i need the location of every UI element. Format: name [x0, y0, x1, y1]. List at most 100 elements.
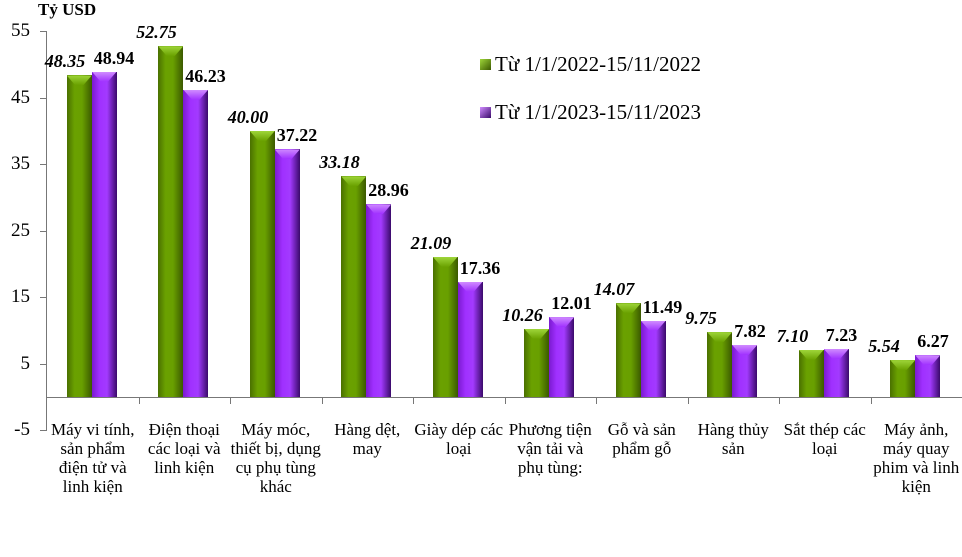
y-tick-mark [40, 297, 47, 299]
bar-bevel [91, 71, 117, 82]
bar-bevel [890, 360, 916, 371]
legend-swatch-icon [480, 107, 491, 118]
bar-2022 [890, 360, 916, 397]
legend-swatch-icon [480, 59, 491, 70]
y-tick-mark [40, 363, 47, 365]
bar-2023 [549, 317, 575, 397]
legend-label: Từ 1/1/2022-15/11/2022 [495, 52, 702, 76]
bar-bevel [457, 281, 483, 292]
data-value-label: 40.00 [227, 107, 269, 127]
bar-2023 [457, 281, 483, 397]
x-category-label: Máy móc, thiết bị, dụng cụ phụ tùng khác [230, 420, 321, 496]
x-axis-line [46, 397, 962, 398]
x-tick-mark [504, 397, 506, 404]
bar-bevel [66, 75, 92, 86]
data-value-label: 52.75 [136, 22, 177, 43]
data-value-label: 9.75 [685, 308, 717, 329]
x-category-label: Gỗ và sản phẩm gỗ [607, 420, 676, 458]
x-category-label: Phương tiện vận tải và phụ tùng: [508, 420, 592, 477]
bar-bevel [915, 355, 941, 366]
x-tick-mark [413, 397, 414, 404]
bar-2022 [432, 256, 458, 397]
bar-bevel [732, 344, 758, 355]
data-value-label: 14.07 [593, 279, 635, 300]
bar-bevel [249, 131, 275, 141]
bar-bevel [432, 256, 458, 267]
bar-2022 [524, 328, 550, 397]
data-value-label: 17.36 [459, 257, 501, 278]
y-tick-mark [40, 97, 47, 99]
bar-2023 [274, 149, 300, 397]
x-tick-mark [779, 397, 780, 404]
bar-2022 [707, 332, 733, 397]
bar-2022 [249, 131, 275, 397]
bar-2022 [158, 46, 184, 397]
y-tick-mark [40, 31, 47, 33]
data-value-label: 10.26 [502, 304, 543, 325]
y-tick-label: 15 [11, 286, 30, 308]
data-value-label: 33.18 [319, 152, 360, 173]
y-tick-mark [40, 164, 47, 166]
bar-bevel [798, 349, 824, 360]
bar-2023 [366, 204, 392, 397]
data-value-label: 48.94 [93, 47, 135, 68]
x-tick-mark [870, 397, 872, 404]
data-value-label: 7.10 [776, 325, 809, 346]
data-value-label: 7.23 [825, 324, 858, 345]
legend-label: Từ 1/1/2023-15/11/2023 [495, 100, 702, 124]
y-tick-label: 5 [20, 352, 31, 374]
data-value-label: 28.96 [368, 180, 409, 201]
data-value-label: 21.09 [410, 232, 452, 253]
x-tick-mark [687, 397, 689, 404]
data-value-label: 6.27 [917, 331, 949, 352]
bar-2022 [341, 176, 367, 397]
bar-bevel [823, 348, 849, 359]
bar-bevel [158, 46, 184, 57]
data-value-label: 48.35 [44, 51, 86, 72]
bar-2023 [183, 89, 209, 397]
x-category-label: Giày dép các loại [414, 420, 504, 458]
y-tick-label: 45 [11, 86, 30, 108]
data-value-label: 5.54 [868, 336, 900, 357]
bar-2022 [798, 349, 824, 397]
x-tick-mark [138, 397, 140, 404]
data-value-label: 11.49 [642, 296, 683, 317]
data-value-label: 12.01 [551, 293, 592, 314]
bar-2023 [915, 355, 941, 397]
x-tick-mark [321, 397, 323, 404]
y-tick-mark [40, 230, 47, 232]
bar-bevel [707, 332, 733, 343]
y-tick-label: 25 [11, 219, 30, 241]
y-tick-mark [40, 430, 47, 432]
data-value-label: 37.22 [276, 125, 318, 146]
legend-item-2023: Từ 1/1/2023-15/11/2023 [480, 98, 701, 127]
y-tick-label: -5 [14, 419, 30, 441]
bar-2022 [66, 75, 92, 397]
bar-bevel [341, 176, 367, 187]
data-value-label: 46.23 [185, 65, 226, 86]
y-axis-unit-label: Tỷ USD [38, 0, 97, 19]
bar-bevel [640, 320, 666, 331]
bar-2022 [615, 303, 641, 397]
x-category-label: Máy ảnh, máy quay phim và linh kiện [873, 420, 960, 496]
x-category-label: Máy vi tính, sản phẩm điện tử và linh ki… [50, 420, 135, 496]
data-value-label: 7.82 [734, 320, 766, 341]
x-category-label: Sắt thép các loại [783, 420, 866, 458]
bar-2023 [640, 320, 666, 397]
legend: Từ 1/1/2022-15/11/2022 Từ 1/1/2023-15/11… [480, 50, 701, 146]
bar-2023 [91, 71, 117, 397]
x-tick-mark [230, 397, 231, 404]
bar-bevel [524, 328, 550, 339]
bar-bevel [549, 317, 575, 328]
bar-bevel [183, 89, 209, 100]
y-tick-label: 55 [11, 20, 30, 42]
x-category-label: Hàng thủy sản [697, 420, 769, 458]
y-tick-label: 35 [11, 153, 30, 175]
x-category-label: Hàng dệt, may [334, 420, 401, 458]
bar-bevel [274, 149, 300, 160]
x-category-label: Điện thoại các loại và linh kiện [147, 420, 221, 477]
legend-item-2022: Từ 1/1/2022-15/11/2022 [480, 50, 701, 79]
bar-2023 [732, 344, 758, 397]
bar-bevel [615, 303, 641, 314]
bar-bevel [366, 204, 392, 215]
